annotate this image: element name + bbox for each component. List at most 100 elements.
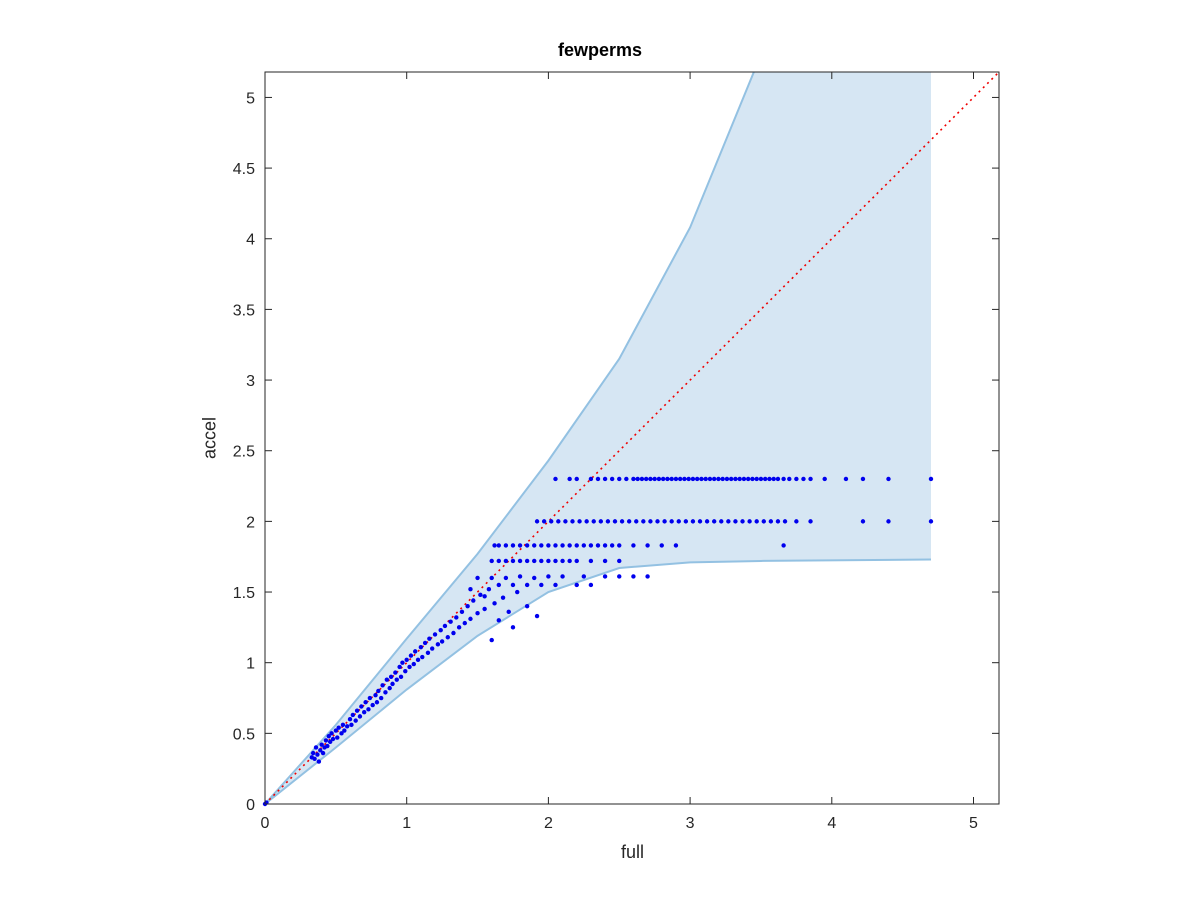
data-point [747, 519, 752, 524]
data-point [471, 598, 476, 603]
data-point [339, 731, 344, 736]
data-point [860, 476, 866, 482]
data-point [383, 690, 388, 695]
data-point [432, 632, 438, 637]
data-point [775, 519, 781, 524]
data-point [652, 476, 657, 482]
data-point [581, 543, 587, 548]
data-point [532, 575, 537, 581]
data-point [359, 704, 364, 709]
data-point [420, 654, 425, 660]
x-tick-label: 1 [402, 815, 411, 832]
data-point [361, 709, 367, 715]
data-point [489, 558, 494, 564]
data-point [574, 543, 579, 548]
data-point [380, 683, 385, 688]
data-point [394, 677, 399, 682]
data-point [503, 558, 509, 564]
data-point [515, 589, 520, 595]
data-point [767, 476, 772, 482]
data-point [584, 519, 589, 524]
data-point [556, 519, 561, 524]
data-point [411, 661, 416, 667]
data-point [716, 476, 721, 482]
data-point [465, 603, 470, 609]
data-point [656, 476, 662, 482]
data-point [539, 582, 544, 588]
data-point [363, 700, 368, 705]
data-point [563, 519, 568, 524]
data-point [694, 476, 700, 482]
data-point [740, 519, 745, 524]
data-point [711, 476, 717, 482]
data-point [415, 657, 421, 663]
data-point [648, 476, 653, 482]
data-point [534, 613, 540, 619]
y-tick-label: 0 [246, 797, 255, 814]
y-tick-label: 2 [246, 514, 255, 531]
data-point [928, 519, 934, 524]
data-point [532, 543, 537, 548]
data-point [400, 660, 405, 665]
data-point [787, 476, 792, 482]
data-point [928, 476, 934, 482]
data-point [605, 519, 611, 524]
data-point [387, 685, 392, 691]
data-point [397, 664, 402, 670]
data-point [624, 476, 629, 482]
data-point [312, 756, 317, 761]
data-point [403, 668, 408, 674]
data-point [310, 750, 316, 756]
data-point [741, 476, 747, 482]
data-point [492, 543, 497, 548]
data-point [775, 476, 781, 482]
data-point [370, 702, 375, 708]
data-point [577, 519, 582, 524]
data-point [662, 519, 667, 524]
data-point [617, 476, 622, 482]
data-point [500, 595, 506, 600]
data-point [313, 745, 319, 750]
data-point [703, 476, 708, 482]
y-tick-label: 4.5 [233, 161, 255, 178]
data-point [478, 592, 483, 598]
data-point [669, 476, 674, 482]
data-point [503, 575, 509, 581]
data-point [553, 476, 558, 482]
data-point [496, 582, 502, 588]
data-point [398, 674, 404, 680]
data-point [588, 558, 594, 564]
data-point [781, 543, 786, 548]
data-point [720, 476, 725, 482]
data-point [524, 582, 530, 588]
data-point [860, 519, 866, 524]
data-point [591, 519, 596, 524]
data-point [808, 519, 813, 524]
data-point [546, 574, 551, 579]
data-point [378, 695, 384, 701]
data-point [534, 519, 540, 524]
data-point [404, 657, 409, 663]
data-point [342, 728, 347, 733]
data-point [366, 707, 371, 712]
data-point [733, 476, 738, 482]
data-point [320, 750, 326, 756]
data-point [699, 476, 704, 482]
data-point [456, 625, 462, 630]
data-point [634, 519, 639, 524]
data-point [669, 519, 674, 524]
data-point [532, 558, 537, 564]
data-point [750, 476, 755, 482]
data-point [567, 543, 572, 548]
data-point [344, 724, 350, 729]
data-point [541, 519, 547, 524]
data-point [822, 476, 827, 482]
data-point [496, 558, 502, 564]
data-point [350, 712, 356, 718]
data-point [325, 743, 330, 749]
data-point [567, 476, 572, 482]
data-point [546, 543, 551, 548]
data-point [539, 558, 544, 564]
data-point [407, 664, 412, 670]
